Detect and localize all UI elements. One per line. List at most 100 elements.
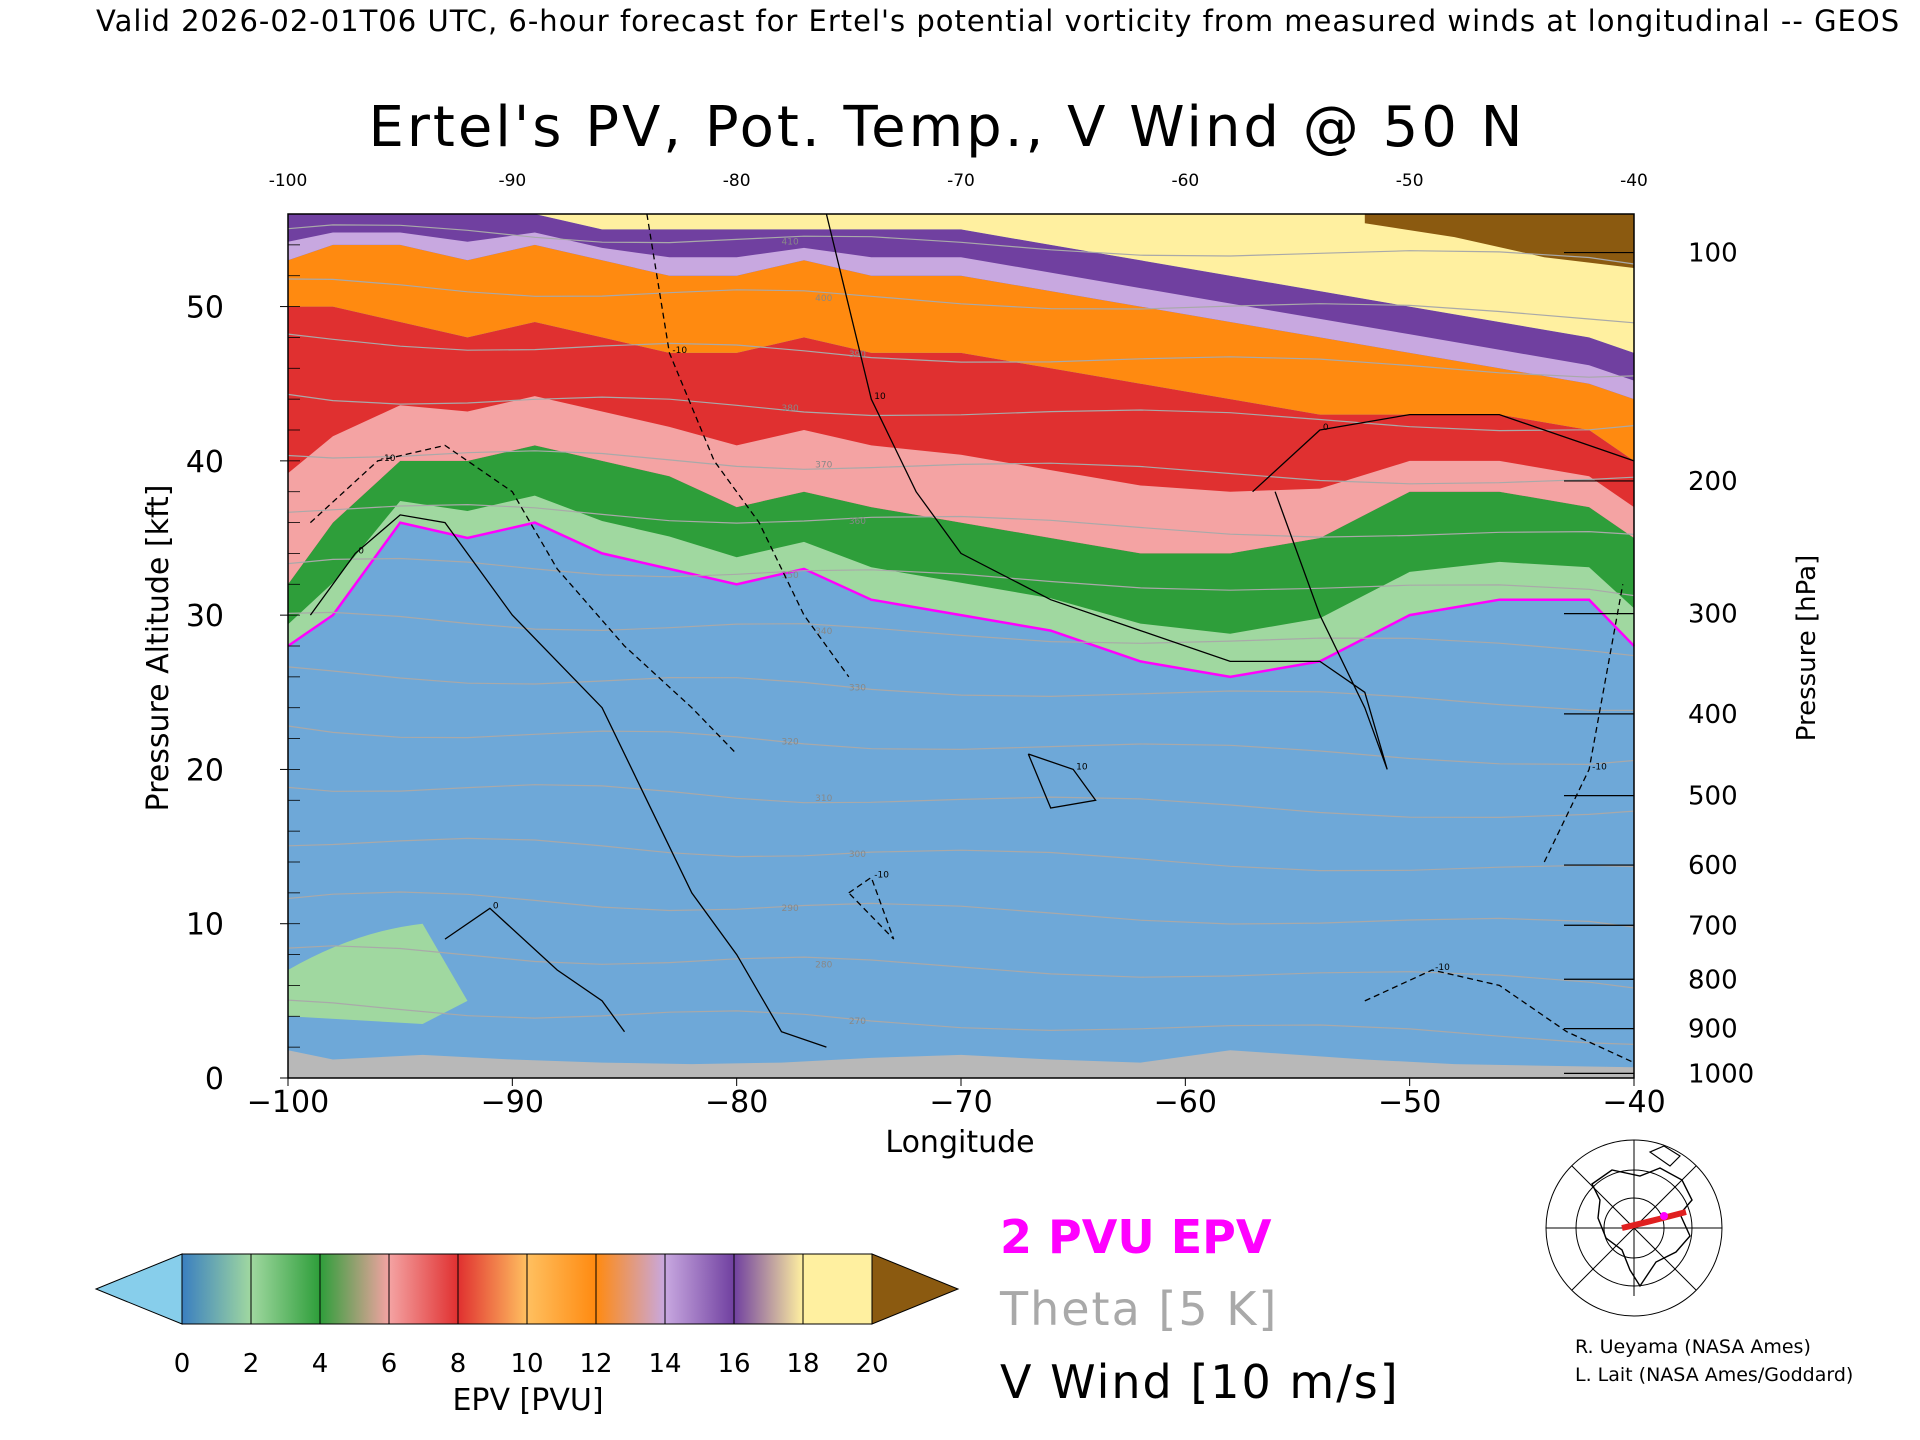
v-wind-contour-line xyxy=(825,213,1388,770)
x-top-tick-label: -90 xyxy=(498,171,526,191)
colorbar-tick-label: 2 xyxy=(243,1349,260,1379)
v-wind-contours: 0 10 0 -10 -10 -10 0 10 -10 -10 xyxy=(309,213,1635,1064)
v-wind-contour-line xyxy=(848,876,895,940)
x-tick-label: −100 xyxy=(247,1085,329,1120)
theta-contour-line xyxy=(287,837,1635,872)
v-wind-contour-label: -10 xyxy=(672,346,687,356)
theta-contour-label: 300 xyxy=(849,850,866,860)
epv-band-over-20 xyxy=(1364,214,1634,268)
theta-contour-label: 390 xyxy=(849,350,866,360)
colorbar-segment xyxy=(319,1253,390,1325)
pressure-tick-label: 300 xyxy=(1688,600,1738,630)
v-wind-contour-label: -10 xyxy=(381,454,396,464)
ground-terrain xyxy=(288,1050,1634,1078)
x-top-tick-label: -40 xyxy=(1620,171,1648,191)
x-tick-label: −60 xyxy=(1154,1085,1217,1120)
theta-contour-label: 330 xyxy=(849,684,866,694)
pressure-tick-label: 600 xyxy=(1688,851,1738,881)
v-wind-contour-line xyxy=(1027,753,1097,809)
x-tick-label: −70 xyxy=(929,1085,992,1120)
epv-lowlevel-patch xyxy=(288,923,468,1024)
legend-theta: Theta [5 K] xyxy=(1000,1282,1279,1336)
epv-band-10-13 xyxy=(288,244,1634,461)
theta-contour-label: 310 xyxy=(815,794,832,804)
x-tick-label: −50 xyxy=(1378,1085,1441,1120)
theta-contour-line xyxy=(287,224,1635,265)
colorbar-tick-label: 4 xyxy=(312,1349,329,1379)
epv-band-2-4 xyxy=(288,495,1634,677)
theta-contour-label: 370 xyxy=(815,461,832,471)
epv-field xyxy=(287,214,1635,1078)
epv-band-0-2 xyxy=(288,522,1634,1078)
theta-contour-label: 350 xyxy=(782,571,799,581)
v-wind-contour-label: -10 xyxy=(1435,963,1450,973)
theta-contours: 410 400 390 380 370 360 350 340 330 320 310 300 290 2… xyxy=(287,224,1635,1045)
x-tick-label: −80 xyxy=(705,1085,768,1120)
v-wind-contour-label: -10 xyxy=(874,870,889,880)
chart-title: Ertel's PV, Pot. Temp., V Wind @ 50 N xyxy=(368,95,1525,160)
theta-contour-line xyxy=(287,999,1635,1045)
colorbar-tick-label: 0 xyxy=(174,1349,191,1379)
pressure-tick-label: 100 xyxy=(1688,239,1738,269)
x-top-tick-label: -100 xyxy=(269,171,308,191)
colorbar-label: EPV [PVU] xyxy=(452,1383,603,1418)
colorbar-segment xyxy=(733,1253,804,1325)
epv-2pvu-line xyxy=(287,521,1635,679)
pressure-tick-label: 400 xyxy=(1688,700,1738,730)
pressure-tick-label: 800 xyxy=(1688,965,1738,995)
theta-contour-line xyxy=(287,393,1635,432)
theta-contour-line xyxy=(287,945,1635,989)
epv-band-13-15 xyxy=(288,232,1634,400)
v-wind-contour-label: 0 xyxy=(1323,423,1329,433)
pressure-tick-label: 900 xyxy=(1688,1015,1738,1045)
theta-contour-line xyxy=(287,278,1635,324)
theta-contour-line xyxy=(287,503,1635,538)
epv-band-6-8 xyxy=(288,396,1634,585)
theta-contour-label: 320 xyxy=(782,737,799,747)
v-wind-contour-label: 0 xyxy=(493,901,499,911)
colorbar-tick-label: 16 xyxy=(717,1349,750,1379)
inset-map xyxy=(1536,1139,1732,1317)
v-wind-contour-line xyxy=(646,213,850,678)
v-wind-contour-line xyxy=(309,514,827,1048)
credit-line-2: L. Lait (NASA Ames/Goddard) xyxy=(1575,1364,1854,1386)
epv-band-17-20 xyxy=(288,214,1634,353)
y-tick-label: 0 xyxy=(205,1062,224,1097)
colorbar-segment xyxy=(457,1253,528,1325)
colorbar-segment xyxy=(250,1253,321,1325)
legend-epv: 2 PVU EPV xyxy=(1000,1210,1272,1264)
ground-mask xyxy=(288,1050,1634,1078)
colorbar-over-arrow xyxy=(871,1253,960,1325)
v-wind-contour-line xyxy=(1364,969,1635,1064)
y-tick-label: 40 xyxy=(186,445,224,480)
theta-contour-line xyxy=(287,611,1635,657)
colorbar-tick-label: 6 xyxy=(381,1349,398,1379)
pressure-tick-label: 1000 xyxy=(1688,1059,1754,1089)
theta-contour-label: 360 xyxy=(849,517,866,527)
x-top-tick-label: -60 xyxy=(1171,171,1199,191)
v-wind-contour-line xyxy=(1252,413,1635,493)
theta-contour-line xyxy=(287,666,1635,711)
theta-contour-line xyxy=(287,450,1635,485)
legend-vwind: V Wind [10 m/s] xyxy=(1000,1355,1400,1409)
theta-contour-line xyxy=(287,333,1635,378)
colorbar-tick-label: 14 xyxy=(648,1349,681,1379)
colorbar-segment xyxy=(595,1253,666,1325)
epv-band-2-6 xyxy=(288,445,1634,677)
y-tick-label: 50 xyxy=(186,291,224,326)
colorbar-tick-label: 20 xyxy=(855,1349,888,1379)
v-wind-contour-label: 10 xyxy=(874,392,886,402)
theta-contour-label: 270 xyxy=(849,1017,866,1027)
x-tick-label: −90 xyxy=(481,1085,544,1120)
theta-contour-label: 410 xyxy=(782,238,799,248)
v-wind-contour-line xyxy=(1543,584,1624,863)
v-wind-contour-line xyxy=(444,907,626,1033)
colorbar-segment xyxy=(526,1253,597,1325)
theta-contour-line xyxy=(287,557,1635,597)
y-tick-label: 10 xyxy=(186,908,224,943)
colorbar-tick-label: 10 xyxy=(510,1349,543,1379)
y-axis-label: Pressure Altitude [kft] xyxy=(141,485,176,812)
theta-contour-line xyxy=(287,725,1635,766)
colorbar-tick-label: 8 xyxy=(450,1349,467,1379)
